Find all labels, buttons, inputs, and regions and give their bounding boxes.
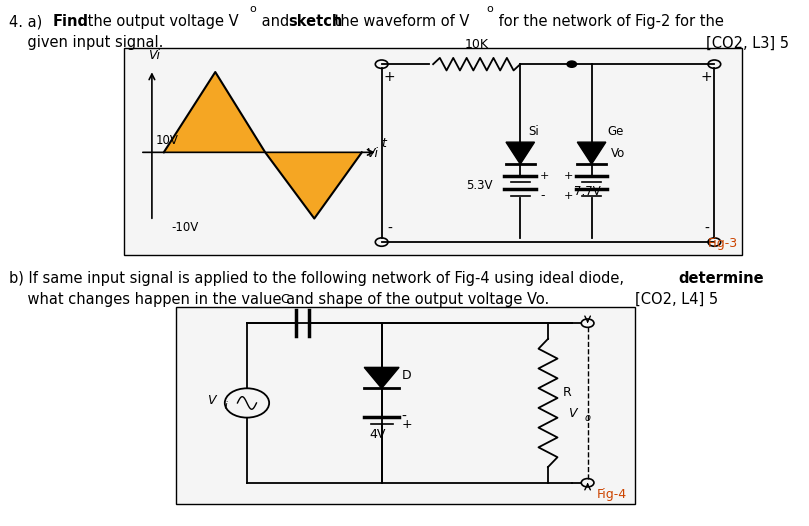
Polygon shape [265,153,362,218]
Text: -: - [401,410,406,424]
Text: what changes happen in the value and shape of the output voltage Vo.: what changes happen in the value and sha… [10,292,549,307]
Polygon shape [578,142,606,164]
Text: i: i [224,401,227,411]
Text: determine: determine [679,271,765,286]
Text: and: and [257,15,294,29]
Text: -: - [540,189,544,202]
Text: 5.3V: 5.3V [466,178,493,191]
Text: Vi: Vi [366,147,378,159]
Text: the output voltage V: the output voltage V [83,15,239,29]
Bar [124,48,742,255]
Text: -10V: -10V [172,221,199,234]
Text: -: - [388,222,392,236]
Text: o: o [486,4,493,15]
Text: -: - [704,222,709,236]
Text: Vi: Vi [148,48,160,62]
Text: +: + [564,170,574,180]
Text: Ge: Ge [608,125,624,138]
Text: 10K: 10K [464,38,489,51]
Text: o: o [584,412,591,422]
Text: [CO2, L3] 5: [CO2, L3] 5 [706,35,790,50]
Text: Find: Find [53,15,89,29]
Text: +: + [401,419,412,431]
Text: +: + [383,70,396,85]
Text: 7.7V: 7.7V [574,185,601,198]
Text: the waveform of V: the waveform of V [330,15,469,29]
Text: Si: Si [528,125,539,138]
Text: D: D [401,369,411,382]
Text: +: + [701,70,712,85]
Text: 4. a): 4. a) [10,15,52,29]
Text: t: t [382,137,387,150]
Text: 4V: 4V [370,428,386,441]
Text: C: C [281,293,290,306]
Polygon shape [163,72,265,153]
Text: sketch: sketch [288,15,342,29]
Text: Vo: Vo [612,147,625,159]
Text: +: + [564,190,574,200]
Polygon shape [364,367,399,388]
Text: b) If same input signal is applied to the following network of Fig-4 using ideal: b) If same input signal is applied to th… [10,271,629,286]
Circle shape [567,61,577,67]
Text: V: V [207,394,215,407]
Polygon shape [506,142,535,164]
Text: +: + [540,170,549,180]
Text: Fig-4: Fig-4 [597,488,627,501]
Text: 10V: 10V [156,134,179,147]
Bar [176,308,635,504]
Text: [CO2, L4] 5: [CO2, L4] 5 [635,292,718,307]
Text: for the network of Fig-2 for the: for the network of Fig-2 for the [494,15,724,29]
Text: Fig-3: Fig-3 [708,237,738,250]
Text: V: V [568,407,576,420]
Text: o: o [249,4,256,15]
Text: given input signal.: given input signal. [10,35,163,50]
Text: R: R [562,386,571,399]
